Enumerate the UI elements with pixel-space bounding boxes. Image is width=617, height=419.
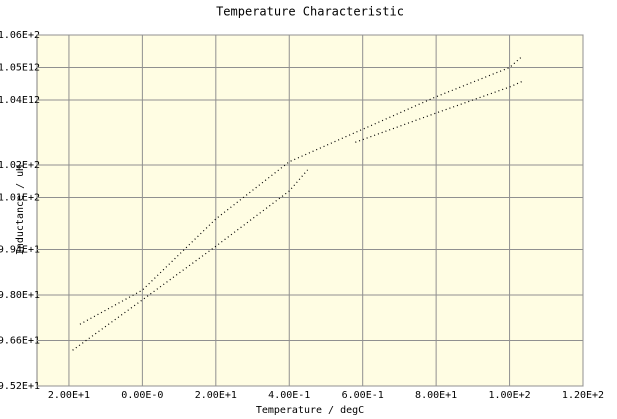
y-tick-label: 9.80E+1 — [0, 290, 40, 301]
y-tick-label: 1.06E+2 — [0, 30, 40, 41]
y-axis-label: Inductance / uH — [15, 165, 26, 255]
x-tick-label: 1.00E+2 — [488, 390, 530, 401]
x-tick-label: 2.00E+1 — [195, 390, 237, 401]
y-tick-label: 1.05E12 — [0, 63, 40, 74]
series-line — [72, 79, 525, 351]
y-tick-label: 1.02E+2 — [0, 160, 40, 171]
x-tick-label: 2.00E+1 — [48, 390, 90, 401]
y-tick-label: 9.94E+1 — [0, 245, 40, 256]
y-tick-label: 1.04E12 — [0, 95, 40, 106]
x-tick-label: 1.20E+2 — [562, 390, 604, 401]
y-tick-label: 1.01E+2 — [0, 193, 40, 204]
x-tick-label: 8.00E+1 — [415, 390, 457, 401]
x-tick-label: 0.00E-0 — [121, 390, 163, 401]
chart-title: Temperature Characteristic — [216, 5, 404, 19]
x-axis-label: Temperature / degC — [256, 405, 364, 416]
x-tick-label: 6.00E-1 — [342, 390, 384, 401]
x-tick-label: 4.00E-1 — [268, 390, 310, 401]
y-tick-label: 9.52E+1 — [0, 381, 40, 392]
y-tick-label: 9.66E+1 — [0, 336, 40, 347]
plot-area — [36, 34, 584, 387]
